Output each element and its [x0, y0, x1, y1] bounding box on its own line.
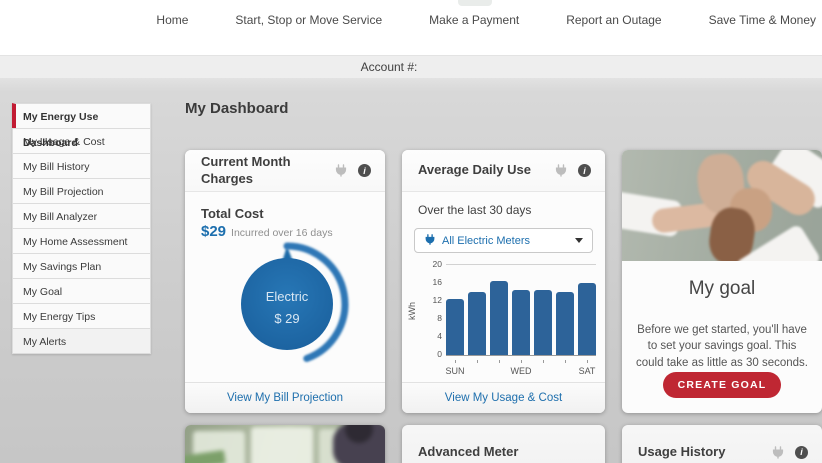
fist-bump-photo: [622, 150, 822, 261]
info-icon[interactable]: i: [795, 445, 808, 459]
y-axis-label: kWh: [407, 302, 417, 320]
my-goal-description: Before we get started, you'll have to se…: [636, 323, 808, 369]
x-tick-label-wed: WED: [510, 366, 532, 376]
bar-tue: [490, 280, 508, 355]
nav-item-save-time-money[interactable]: Save Time & Money: [708, 13, 816, 27]
info-icon[interactable]: i: [358, 164, 371, 177]
last-30-days-text: Over the last 30 days: [418, 203, 532, 217]
x-tick-label-sun: SUN: [445, 366, 465, 376]
current-month-charges-header: Current Month Charges i: [185, 150, 385, 192]
advanced-meter-title: Advanced Meter: [418, 443, 519, 459]
meter-select-dropdown[interactable]: All Electric Meters: [414, 228, 593, 253]
header-icons: i: [554, 164, 591, 177]
x-axis-tick: [587, 360, 588, 363]
page-title: My Dashboard: [185, 100, 289, 117]
plug-icon: [554, 164, 568, 177]
current-month-charges-title: Current Month Charges: [201, 154, 291, 186]
x-axis-tick: [477, 360, 478, 363]
sidebar-item-my-savings-plan[interactable]: My Savings Plan: [12, 253, 151, 279]
daily-use-bar-chart: kWh 0 4 8 12 16 20 SUN WED SAT: [407, 259, 600, 376]
y-tick-label: 8: [437, 313, 442, 323]
nav-item-home[interactable]: Home: [156, 13, 189, 27]
bar-wed: [512, 289, 530, 355]
average-daily-use-header: Average Daily Use i: [402, 150, 605, 192]
x-axis-tick: [565, 360, 566, 363]
energy-photo-art: [185, 425, 385, 463]
plug-icon: [771, 445, 785, 459]
meter-select-value: All Electric Meters: [442, 234, 531, 247]
x-axis-tick: [521, 360, 522, 363]
bar-sun: [446, 298, 464, 355]
sidebar-item-my-goal[interactable]: My Goal: [12, 278, 151, 304]
gauge-amount: $ 29: [274, 311, 300, 326]
incurred-days-text: Incurred over 16 days: [231, 227, 333, 239]
sidebar-item-my-alerts[interactable]: My Alerts: [12, 328, 151, 354]
energy-photo-card: [185, 425, 385, 463]
bar-thu: [534, 289, 552, 355]
current-month-charges-footer: View My Bill Projection: [185, 382, 385, 413]
account-label: Account #:: [360, 60, 418, 74]
primary-nav: Home Start, Stop or Move Service Make a Pa…: [156, 13, 816, 27]
main-content: My Energy Use DashboardMy Usage & CostMy…: [0, 78, 822, 463]
sidebar-item-my-energy-use-dashboard[interactable]: My Energy Use Dashboard: [12, 103, 151, 149]
sidebar-item-my-usage-cost[interactable]: My Usage & Cost: [12, 128, 151, 154]
sidebar: My Energy Use DashboardMy Usage & CostMy…: [12, 103, 151, 354]
nav-item-report-an-outage[interactable]: Report an Outage: [566, 13, 662, 27]
y-tick-label: 16: [432, 277, 442, 287]
average-daily-use-card: Average Daily Use i Over the last 30 day…: [402, 150, 605, 413]
x-axis-tick: [499, 360, 500, 363]
account-bar: Account #:: [0, 55, 822, 78]
y-tick-label: 4: [437, 331, 442, 341]
total-cost-amount: $29: [201, 223, 227, 240]
header-icons: i: [334, 164, 371, 177]
advanced-meter-card: Advanced Meter: [402, 425, 605, 463]
fist-bump-photo-art: [622, 150, 822, 261]
nav-notch: [458, 0, 492, 6]
gauge-text: Electric $ 29: [237, 289, 337, 326]
nav-item-start-stop-or-move-service[interactable]: Start, Stop or Move Service: [235, 13, 383, 27]
bar-mon: [468, 292, 486, 355]
gauge-fuel-label: Electric: [265, 289, 309, 304]
sidebar-item-my-bill-history[interactable]: My Bill History: [12, 153, 151, 179]
x-axis-tick: [455, 360, 456, 363]
advanced-meter-header: Advanced Meter: [402, 425, 605, 463]
sidebar-item-my-home-assessment[interactable]: My Home Assessment: [12, 228, 151, 254]
chevron-down-icon: [575, 238, 583, 243]
y-tick-label: 20: [432, 259, 442, 269]
usage-history-title: Usage History: [638, 443, 726, 459]
nav-item-make-a-payment[interactable]: Make a Payment: [429, 13, 520, 27]
y-tick-label: 0: [437, 349, 442, 359]
x-axis-tick: [543, 360, 544, 363]
plug-icon: [334, 164, 348, 177]
my-goal-card: My goal Before we get started, you'll ha…: [622, 150, 822, 413]
sidebar-item-my-bill-analyzer[interactable]: My Bill Analyzer: [12, 203, 151, 229]
current-month-charges-card: Current Month Charges i Total Cost $29 I…: [185, 150, 385, 413]
average-daily-use-footer: View My Usage & Cost: [402, 382, 605, 413]
header-icons: i: [771, 445, 808, 459]
x-tick-label-sat: SAT: [578, 366, 596, 376]
top-nav: Home Start, Stop or Move Service Make a Pa…: [0, 0, 822, 55]
view-usage-cost-link[interactable]: View My Usage & Cost: [444, 392, 563, 404]
view-bill-projection-link[interactable]: View My Bill Projection: [226, 392, 344, 404]
bar-fri: [556, 292, 574, 355]
plug-icon: [424, 232, 436, 250]
sidebar-item-my-energy-tips[interactable]: My Energy Tips: [12, 303, 151, 329]
sidebar-item-my-bill-projection[interactable]: My Bill Projection: [12, 178, 151, 204]
usage-history-card: Usage History i: [622, 425, 822, 463]
total-cost-label: Total Cost: [201, 206, 264, 221]
chart-plot-area: 0 4 8 12 16 20 SUN WED SAT: [433, 259, 596, 376]
my-goal-title: My goal: [688, 278, 756, 299]
create-goal-button[interactable]: CREATE GOAL: [663, 372, 781, 398]
average-daily-use-title: Average Daily Use: [418, 162, 531, 178]
usage-history-header: Usage History i: [622, 425, 822, 463]
info-icon[interactable]: i: [578, 164, 591, 177]
electric-cost-gauge: [241, 242, 349, 362]
total-cost-row: $29 Incurred over 16 days: [201, 223, 333, 240]
bar-sat: [578, 283, 596, 355]
y-tick-label: 12: [432, 295, 442, 305]
